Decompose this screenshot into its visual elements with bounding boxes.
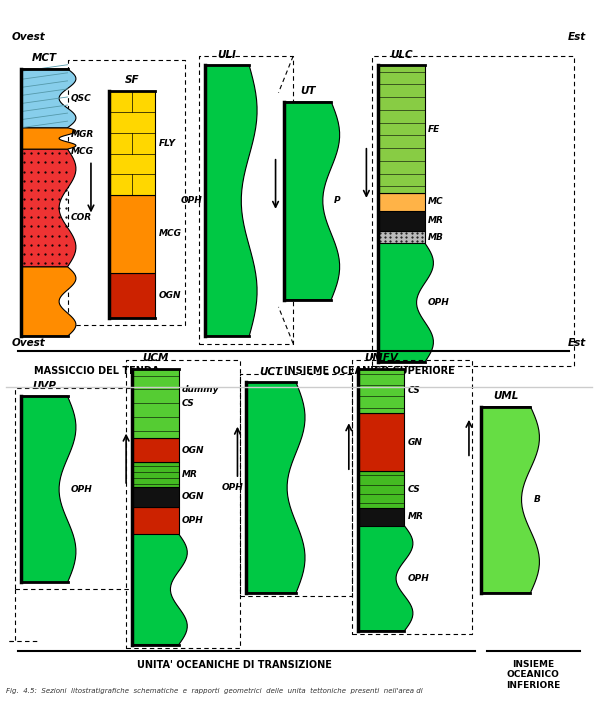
Text: FLY: FLY [158, 139, 175, 148]
Text: OPH: OPH [407, 574, 429, 583]
Polygon shape [20, 69, 76, 128]
Text: Ovest: Ovest [12, 338, 45, 348]
Polygon shape [20, 267, 76, 336]
Text: MASSICCIO DEL TENDA: MASSICCIO DEL TENDA [34, 365, 160, 375]
Text: CS: CS [407, 387, 420, 395]
Text: UCM: UCM [142, 353, 169, 363]
Polygon shape [481, 407, 539, 593]
Text: GN: GN [407, 437, 422, 447]
Bar [109, 91, 155, 196]
Text: MB: MB [428, 232, 444, 242]
Text: FE: FE [428, 124, 440, 134]
Polygon shape [132, 534, 187, 644]
Text: UNITA' OCEANICHE DI TRANSIZIONE: UNITA' OCEANICHE DI TRANSIZIONE [137, 660, 332, 670]
Bar [132, 368, 179, 437]
Text: B: B [533, 495, 540, 504]
Polygon shape [20, 149, 76, 267]
Polygon shape [358, 526, 413, 631]
Text: INSIEME
OCEANICO
INFERIORE: INSIEME OCEANICO INFERIORE [507, 660, 560, 690]
Polygon shape [20, 396, 76, 582]
Text: UMFV: UMFV [364, 353, 398, 363]
Text: dummy: dummy [182, 385, 219, 394]
Bar [378, 210, 425, 231]
Text: ULC: ULC [390, 50, 413, 60]
Bar [132, 506, 179, 534]
Text: UCT: UCT [260, 368, 283, 378]
Text: Est: Est [568, 338, 586, 348]
Text: QSC: QSC [71, 94, 91, 103]
Text: MR: MR [407, 512, 423, 521]
Text: OPH: OPH [222, 483, 243, 492]
Text: MCG: MCG [71, 146, 93, 156]
Text: UT: UT [300, 87, 316, 97]
Bar [109, 196, 155, 272]
Bar [358, 413, 404, 471]
Text: INSIEME OCEANICO SUPERIORE: INSIEME OCEANICO SUPERIORE [284, 365, 454, 375]
Text: UML: UML [493, 392, 518, 402]
Bar [132, 462, 179, 487]
Text: OGN: OGN [158, 291, 181, 300]
Bar [132, 487, 179, 506]
Text: MR: MR [182, 471, 198, 479]
Bar [109, 272, 155, 318]
Text: CS: CS [182, 399, 194, 407]
Polygon shape [205, 65, 257, 336]
Polygon shape [378, 243, 434, 362]
Text: OGN: OGN [182, 493, 205, 501]
Polygon shape [246, 383, 305, 593]
Text: COR: COR [71, 213, 91, 222]
Text: Est: Est [568, 32, 586, 43]
Text: MCG: MCG [158, 230, 181, 238]
Text: MC: MC [428, 197, 444, 206]
Text: OPH: OPH [182, 516, 203, 525]
Text: MR: MR [428, 216, 444, 225]
Bar [132, 437, 179, 462]
Bar [358, 508, 404, 526]
Text: ULI: ULI [218, 50, 237, 60]
Text: UVP: UVP [32, 381, 56, 391]
Bar [378, 231, 425, 243]
Text: MCT: MCT [32, 53, 57, 63]
Text: MGR: MGR [71, 130, 94, 139]
Text: P: P [334, 196, 341, 205]
Bar [358, 471, 404, 508]
Text: OPH: OPH [71, 485, 92, 494]
Text: CS: CS [407, 485, 420, 493]
Text: OGN: OGN [182, 446, 205, 454]
Text: Ovest: Ovest [12, 32, 45, 43]
Bar [378, 193, 425, 210]
Polygon shape [285, 102, 340, 299]
Bar [358, 368, 404, 413]
Polygon shape [20, 128, 76, 149]
Text: Fig.  4.5:  Sezioni  litostratigrafiche  schematiche  e  rapporti  geometrici  d: Fig. 4.5: Sezioni litostratigrafiche sch… [6, 688, 423, 694]
Text: OPH: OPH [181, 196, 202, 205]
Bar [378, 65, 425, 193]
Text: SF: SF [124, 75, 139, 85]
Text: OPH: OPH [428, 298, 450, 307]
